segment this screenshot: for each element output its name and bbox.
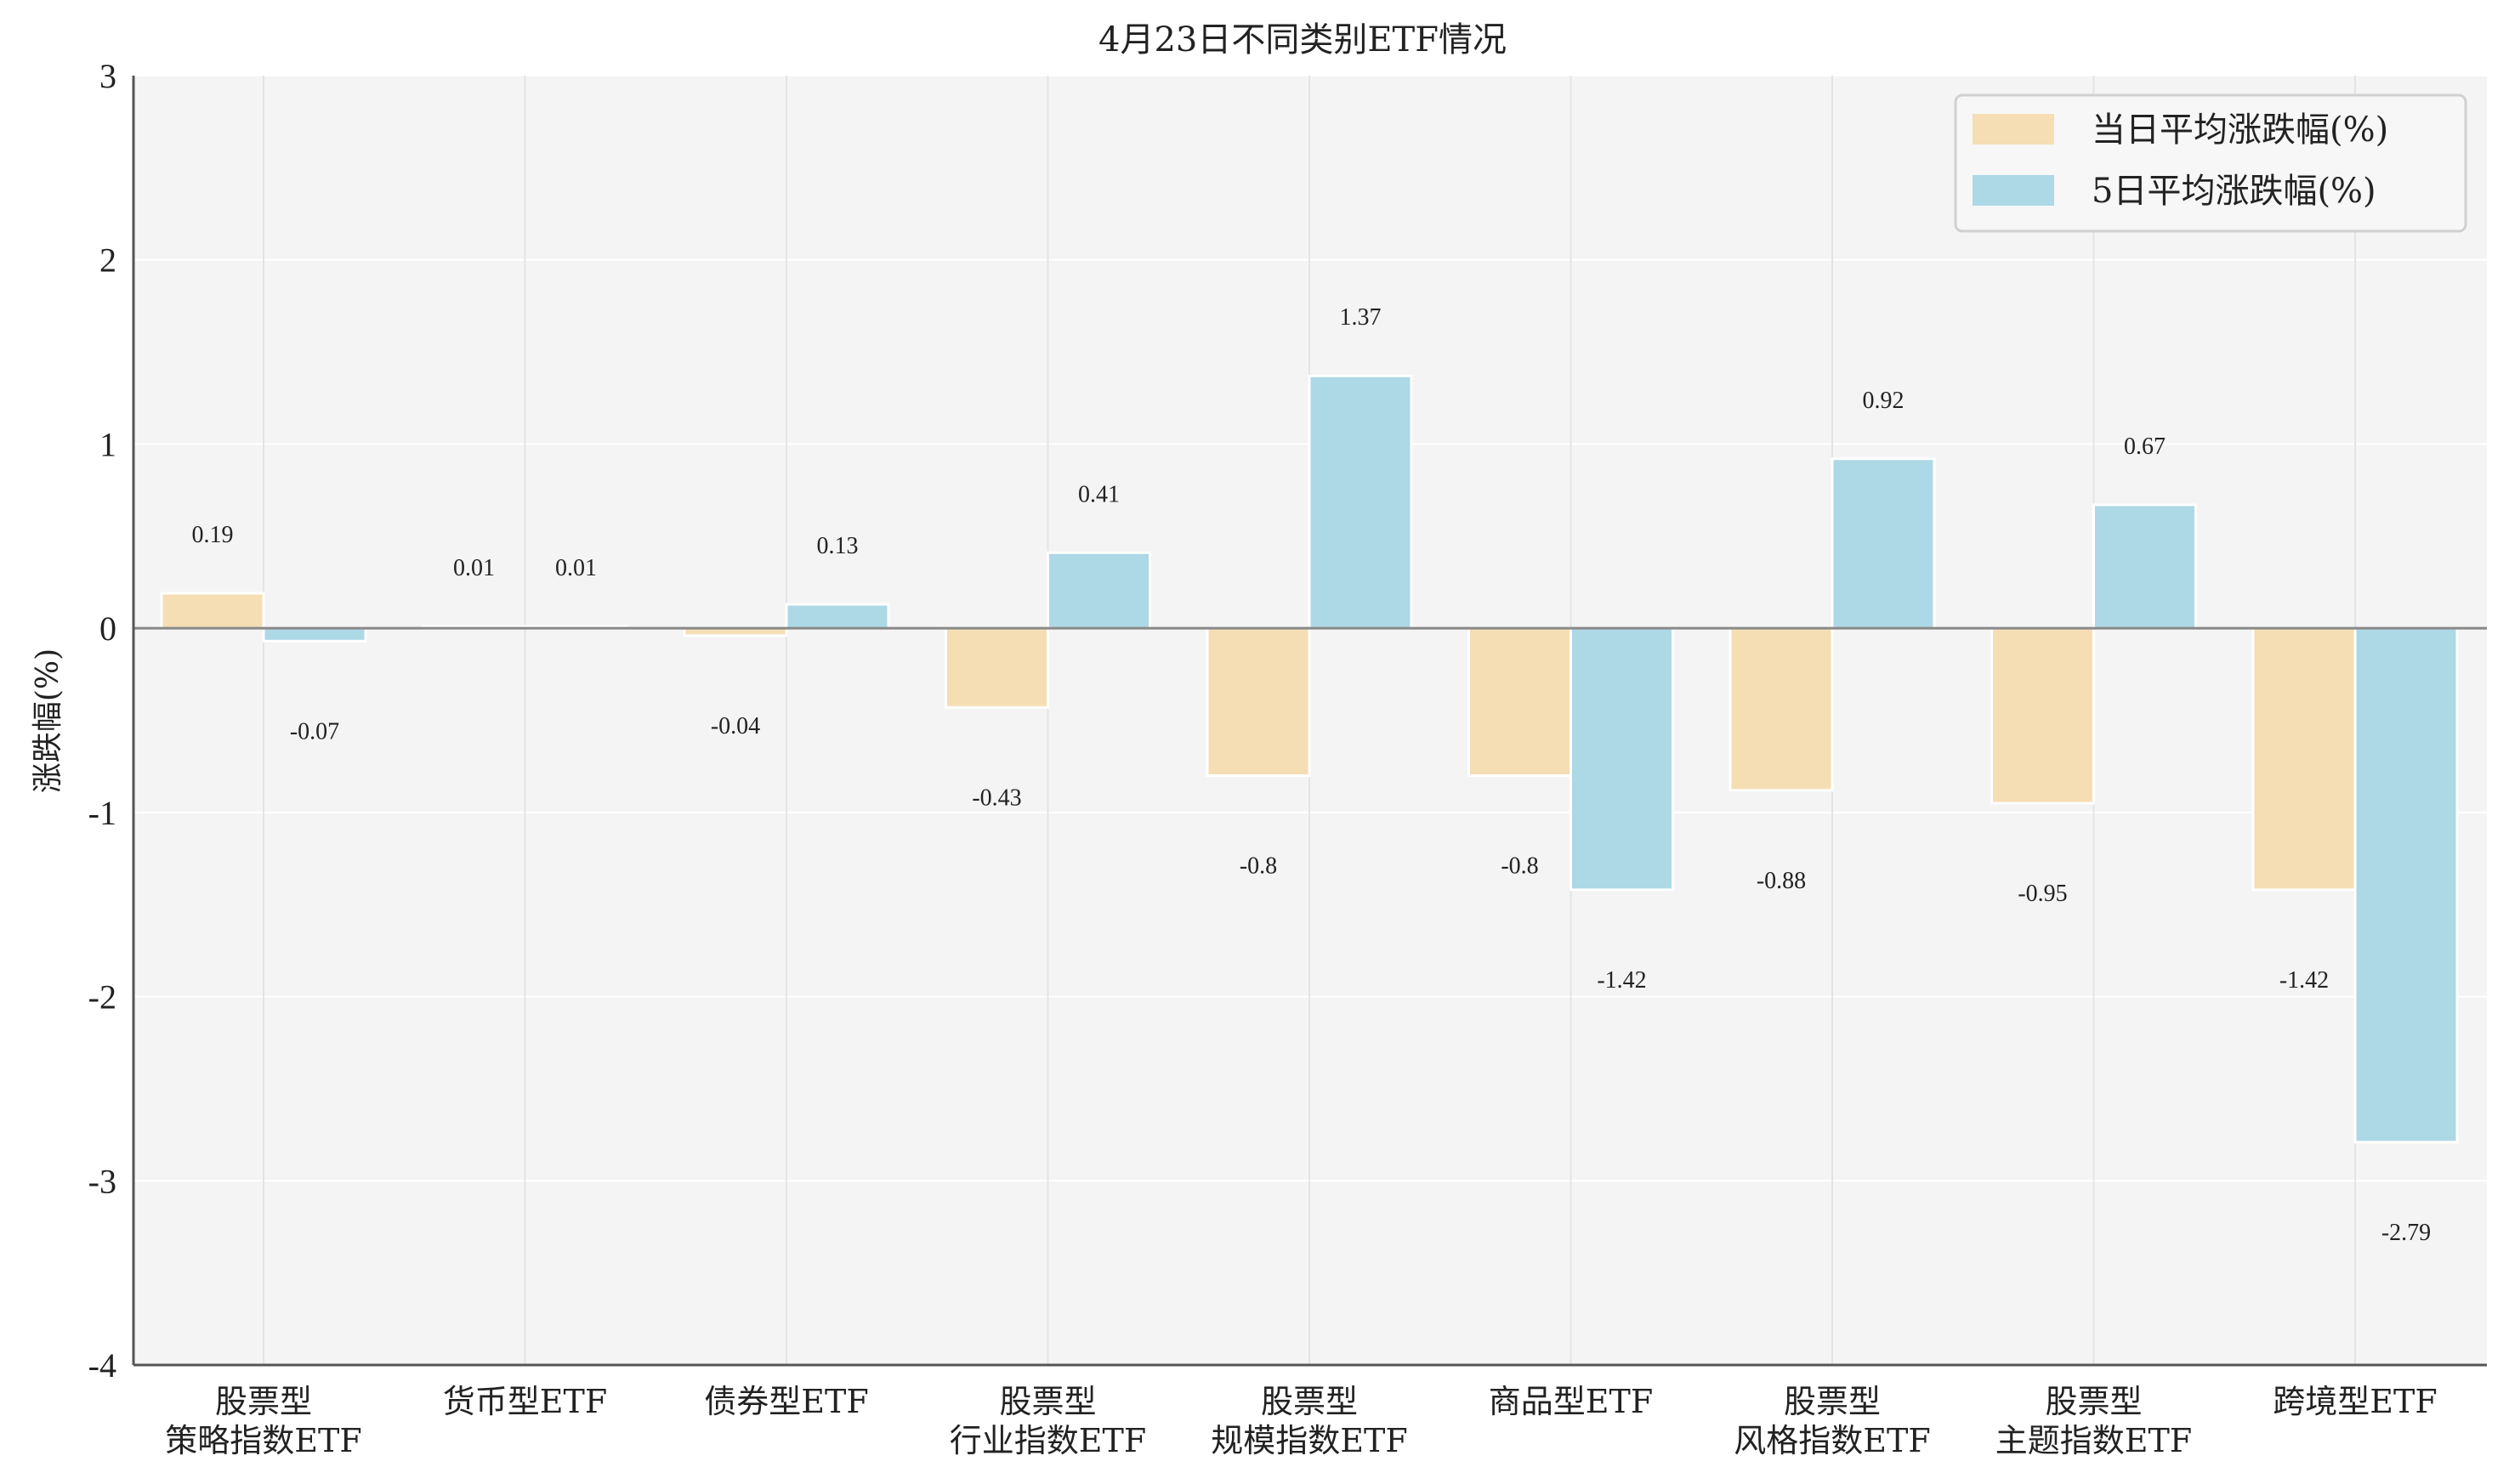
chart-title: 4月23日不同类别ETF情况 bbox=[1098, 20, 1507, 59]
bar[interactable] bbox=[945, 626, 1049, 709]
legend-box bbox=[1954, 93, 2467, 233]
plot-area: 0.19 0.01 -0.04 -0.43 -0.8 -0.8 -0.88 -0.95 -1.4… bbox=[88, 57, 2487, 1459]
x-tick-label: 股票型风格指数ETF bbox=[1734, 1383, 1930, 1459]
data-label: -0.04 bbox=[711, 713, 760, 739]
data-label: 0.41 bbox=[1078, 481, 1120, 507]
legend-label[interactable]: 当日平均涨跌幅(%) bbox=[2092, 110, 2388, 150]
x-tick-label-line: 风格指数ETF bbox=[1734, 1422, 1930, 1459]
bar[interactable] bbox=[1308, 374, 1413, 630]
data-label: -0.95 bbox=[2018, 881, 2067, 907]
x-tick-label: 股票型行业指数ETF bbox=[950, 1383, 1146, 1459]
data-label: -1.42 bbox=[1597, 967, 1646, 994]
x-tick-label-line: 股票型 bbox=[1784, 1383, 1881, 1420]
bar[interactable] bbox=[785, 603, 890, 630]
data-label: 0.92 bbox=[1863, 388, 1904, 414]
x-tick-label-line: 商品型ETF bbox=[1489, 1383, 1653, 1420]
y-tick-label: -2 bbox=[88, 978, 116, 1017]
x-tick-label: 债券型ETF bbox=[704, 1383, 868, 1420]
data-label: 0.01 bbox=[453, 555, 495, 581]
x-tick-label-line: 跨境型ETF bbox=[2273, 1383, 2437, 1420]
data-label: -0.07 bbox=[290, 718, 339, 745]
x-tick-label: 跨境型ETF bbox=[2273, 1383, 2437, 1420]
bar[interactable] bbox=[2353, 626, 2459, 1144]
y-tick-label: -1 bbox=[88, 794, 116, 832]
x-tick-label-line: 股票型 bbox=[1261, 1383, 1358, 1420]
legend-swatch[interactable] bbox=[1973, 114, 2054, 144]
data-label: -1.42 bbox=[2279, 967, 2329, 994]
y-tick-label: 1 bbox=[99, 425, 116, 463]
x-tick-label-line: 股票型 bbox=[215, 1383, 312, 1420]
data-label: 0.01 bbox=[555, 555, 597, 581]
x-tick-label-line: 股票型 bbox=[999, 1383, 1096, 1420]
y-tick-label: 2 bbox=[99, 241, 116, 280]
x-tick-label: 股票型主题指数ETF bbox=[1995, 1383, 2192, 1459]
data-label: 0.13 bbox=[817, 533, 859, 559]
bar[interactable] bbox=[1047, 551, 1151, 630]
data-label: -0.8 bbox=[1240, 853, 1277, 880]
y-axis-label: 涨跌幅(%) bbox=[31, 649, 65, 793]
y-tick-label: 3 bbox=[99, 57, 116, 95]
data-label: 0.67 bbox=[2124, 433, 2166, 460]
bar[interactable] bbox=[2092, 503, 2197, 630]
legend-swatch[interactable] bbox=[1973, 175, 2054, 206]
x-tick-label-line: 货币型ETF bbox=[443, 1383, 607, 1420]
bar[interactable] bbox=[2251, 626, 2357, 892]
bar[interactable] bbox=[1831, 457, 1936, 630]
x-tick-label: 商品型ETF bbox=[1489, 1383, 1653, 1420]
bar[interactable] bbox=[1990, 626, 2095, 805]
x-tick-label-line: 主题指数ETF bbox=[1995, 1422, 2192, 1459]
data-label: -2.79 bbox=[2381, 1220, 2431, 1246]
x-tick-label: 股票型策略指数ETF bbox=[165, 1383, 361, 1459]
x-tick-label: 货币型ETF bbox=[443, 1383, 607, 1420]
bar[interactable] bbox=[1570, 626, 1674, 892]
y-tick-label: 0 bbox=[99, 609, 116, 648]
y-tick-label: -3 bbox=[88, 1162, 116, 1200]
data-label: -0.43 bbox=[972, 784, 1021, 811]
bar[interactable] bbox=[1467, 626, 1572, 778]
x-tick-label-line: 股票型 bbox=[2045, 1383, 2142, 1420]
data-label: 1.37 bbox=[1340, 304, 1382, 331]
x-tick-label-line: 策略指数ETF bbox=[165, 1422, 361, 1459]
legend-label[interactable]: 5日平均涨跌幅(%) bbox=[2092, 172, 2376, 211]
x-tick-label-line: 规模指数ETF bbox=[1211, 1422, 1407, 1459]
y-tick-label: -4 bbox=[88, 1346, 116, 1385]
bar[interactable] bbox=[262, 626, 367, 643]
data-label: -0.8 bbox=[1501, 853, 1538, 880]
bar[interactable] bbox=[1728, 626, 1834, 792]
data-label: -0.88 bbox=[1757, 868, 1806, 894]
data-label: 0.19 bbox=[192, 522, 234, 548]
bar[interactable] bbox=[1206, 626, 1311, 778]
x-tick-label-line: 行业指数ETF bbox=[950, 1422, 1146, 1459]
bar[interactable] bbox=[160, 592, 265, 630]
x-tick-label: 股票型规模指数ETF bbox=[1211, 1383, 1407, 1459]
x-tick-label-line: 债券型ETF bbox=[704, 1383, 868, 1420]
